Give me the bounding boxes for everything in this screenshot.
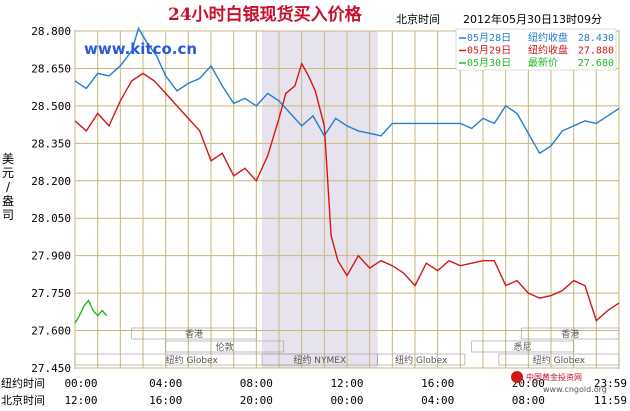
x-tick-label: 00:00 [64, 377, 97, 390]
x-tick-label: 20:00 [240, 394, 273, 407]
y-tick-label: 28.650 [31, 62, 71, 75]
watermark: www.kitco.cn [84, 40, 197, 58]
y-axis-label: 美元/盎司 [2, 152, 14, 222]
y-tick-label: 27.450 [31, 362, 71, 375]
x-tick-label: 12:00 [64, 394, 97, 407]
legend-box [455, 28, 617, 71]
x-tick-label: 11:59 [594, 394, 627, 407]
session-label: 伦敦 [216, 341, 234, 353]
x-tick-labels: 纽约时间 00:00 04:00 08:00 12:00 16:00 20:00 23:59 北… [1, 376, 627, 407]
session-label: 纽约 NYMEX [293, 354, 346, 366]
y-axis-label-char: 美 [2, 152, 14, 166]
footer-logo: 中国黄金投资网 www.cngold.org [511, 371, 607, 394]
legend-value: 27.880 [578, 46, 614, 57]
timezone-label: 北京时间 [396, 12, 440, 26]
footer-logo-text: 中国黄金投资网 [526, 372, 582, 382]
session-band [471, 340, 574, 353]
legend-value: 27.680 [578, 58, 614, 69]
session-band [74, 353, 309, 366]
series-line-3 [74, 299, 108, 324]
session-band [165, 340, 284, 353]
y-tick-label: 28.050 [31, 212, 71, 225]
y-tick-label: 27.900 [31, 250, 71, 263]
session-label: 纽约 Globex [395, 354, 448, 366]
x-tick-label: 16:00 [421, 377, 454, 390]
session-label: 悉尼 [514, 341, 532, 353]
session-label: 香港 [561, 328, 579, 340]
legend-label: 纽约收盘 [528, 31, 568, 44]
session-band [498, 353, 620, 366]
timestamp: 2012年05月30日13时09分 [463, 12, 602, 26]
y-tick-label: 28.800 [31, 25, 71, 38]
y-axis-label-char: / [6, 180, 11, 194]
legend-series-name: 05月29日 [467, 45, 511, 57]
legend-label: 最新价 [528, 56, 558, 69]
y-tick-label: 28.200 [31, 175, 71, 188]
x-tick-label: 08:00 [240, 377, 273, 390]
series-lines [74, 26, 620, 324]
session-band [131, 327, 257, 340]
legend-value: 28.430 [578, 33, 614, 44]
y-tick-label: 27.600 [31, 325, 71, 338]
y-axis-label-char: 司 [2, 208, 14, 222]
x-tick-label: 00:00 [330, 394, 363, 407]
legend-label: 纽约收盘 [528, 44, 568, 57]
legend-series-name: 05月28日 [467, 32, 511, 44]
logo-icon [511, 371, 523, 383]
x-tick-label: 08:00 [512, 394, 545, 407]
y-tick-label: 27.750 [31, 287, 71, 300]
x-tick-label: 16:00 [149, 394, 182, 407]
series-line-2 [74, 61, 620, 322]
session-label: 香港 [185, 328, 203, 340]
y-axis-label-char: 元 [2, 166, 14, 180]
x-row-label: 北京时间 [1, 393, 45, 407]
session-band [521, 327, 620, 340]
nymex-session-shade [262, 31, 378, 368]
x-tick-label: 12:00 [330, 377, 363, 390]
footer-url: www.cngold.org [543, 385, 607, 394]
grid [74, 30, 620, 369]
y-tick-label: 28.350 [31, 137, 71, 150]
session-label: 纽约 Globex [533, 354, 586, 366]
chart-title: 24小时白银现货买入价格 [168, 4, 363, 25]
y-axis-label-char: 盎 [2, 194, 14, 208]
session-band [377, 353, 466, 366]
session-label: 纽约 Globex [166, 354, 219, 366]
x-row-label: 纽约时间 [1, 376, 45, 390]
y-tick-labels: 28.800 28.650 28.500 28.350 28.200 28.050 27.9… [31, 25, 71, 375]
x-tick-label: 04:00 [149, 377, 182, 390]
x-tick-label: 04:00 [421, 394, 454, 407]
x-tick-label: 23:59 [594, 377, 627, 390]
y-tick-label: 28.500 [31, 100, 71, 113]
legend-series-name: 05月30日 [467, 57, 511, 69]
